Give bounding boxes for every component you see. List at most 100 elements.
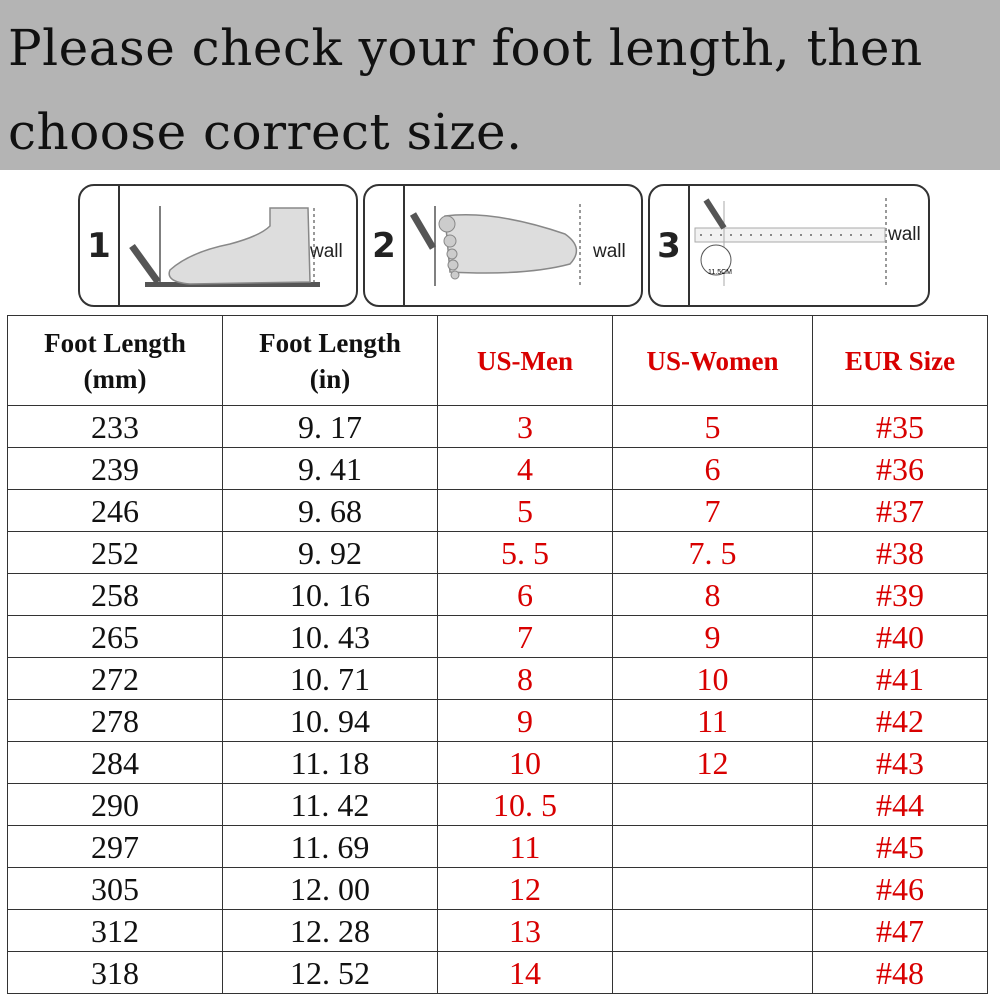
table-row: 318 12. 52 14 #48: [7, 951, 988, 994]
cell-foot-in: 12. 28: [222, 909, 438, 952]
table-row: 239 9. 41 4 6 #36: [7, 447, 988, 490]
cell-foot-in: 10. 43: [222, 615, 438, 658]
foot-side-measure-icon: [129, 206, 320, 287]
cell-foot-in: 12. 00: [222, 867, 438, 910]
cell-eur-size: #37: [812, 489, 988, 532]
step-number: 2: [365, 186, 405, 305]
cell-us-men: 8: [437, 657, 613, 700]
cell-foot-mm: 318: [7, 951, 223, 994]
cell-us-women: 10: [612, 657, 813, 700]
cell-foot-mm: 233: [7, 405, 223, 448]
cell-us-women: 7. 5: [612, 531, 813, 574]
cell-foot-mm: 246: [7, 489, 223, 532]
step-number: 1: [80, 186, 120, 305]
cell-us-women: [612, 951, 813, 994]
wall-label: wall: [310, 241, 343, 262]
cell-us-women: 6: [612, 447, 813, 490]
table-row: 284 11. 18 10 12 #43: [7, 741, 988, 784]
cell-us-men: 7: [437, 615, 613, 658]
cell-us-men: 5: [437, 489, 613, 532]
cell-eur-size: #39: [812, 573, 988, 616]
cell-foot-in: 12. 52: [222, 951, 438, 994]
cell-us-women: 9: [612, 615, 813, 658]
cell-foot-mm: 290: [7, 783, 223, 826]
cell-foot-in: 11. 42: [222, 783, 438, 826]
cell-foot-in: 9. 17: [222, 405, 438, 448]
cell-eur-size: #44: [812, 783, 988, 826]
header-eur-size: EUR Size: [812, 315, 988, 406]
cell-us-women: 11: [612, 699, 813, 742]
cell-us-men: 4: [437, 447, 613, 490]
wall-label: wall: [888, 224, 921, 245]
step-1: 1 wall: [78, 184, 358, 307]
table-row: 258 10. 16 6 8 #39: [7, 573, 988, 616]
table-row: 297 11. 69 11 #45: [7, 825, 988, 868]
header-us-men: US-Men: [437, 315, 613, 406]
cell-foot-in: 11. 69: [222, 825, 438, 868]
cell-eur-size: #45: [812, 825, 988, 868]
cell-eur-size: #40: [812, 615, 988, 658]
cell-us-women: [612, 909, 813, 952]
cell-us-women: 5: [612, 405, 813, 448]
cell-foot-in: 9. 68: [222, 489, 438, 532]
cell-foot-mm: 305: [7, 867, 223, 910]
cell-foot-mm: 297: [7, 825, 223, 868]
cell-us-women: [612, 825, 813, 868]
table-row: 233 9. 17 3 5 #35: [7, 405, 988, 448]
cell-eur-size: #42: [812, 699, 988, 742]
cell-foot-mm: 252: [7, 531, 223, 574]
table-header-row: Foot Length (mm) Foot Length (in) US-Men U…: [7, 315, 988, 406]
cell-foot-in: 11. 18: [222, 741, 438, 784]
size-chart-table: Foot Length (mm) Foot Length (in) US-Men U…: [7, 315, 988, 994]
cell-us-men: 14: [437, 951, 613, 994]
wall-label: wall: [593, 241, 626, 262]
table-row: 290 11. 42 10. 5 #44: [7, 783, 988, 826]
cell-foot-in: 10. 71: [222, 657, 438, 700]
cell-foot-in: 10. 16: [222, 573, 438, 616]
cell-us-men: 6: [437, 573, 613, 616]
cell-us-women: 8: [612, 573, 813, 616]
cell-us-men: 5. 5: [437, 531, 613, 574]
cell-foot-mm: 239: [7, 447, 223, 490]
measure-value: 11.5CM: [708, 269, 732, 276]
cell-us-women: [612, 867, 813, 910]
cell-us-men: 10: [437, 741, 613, 784]
cell-eur-size: #46: [812, 867, 988, 910]
cell-foot-mm: 258: [7, 573, 223, 616]
step-number: 3: [650, 186, 690, 305]
foot-top-measure-icon: [409, 204, 581, 286]
cell-eur-size: #47: [812, 909, 988, 952]
cell-foot-in: 10. 94: [222, 699, 438, 742]
cell-us-women: 12: [612, 741, 813, 784]
cell-eur-size: #48: [812, 951, 988, 994]
cell-foot-in: 9. 41: [222, 447, 438, 490]
cell-eur-size: #38: [812, 531, 988, 574]
table-row: 312 12. 28 13 #47: [7, 909, 988, 952]
cell-foot-in: 9. 92: [222, 531, 438, 574]
header-foot-length-in: Foot Length (in): [222, 315, 438, 406]
cell-foot-mm: 265: [7, 615, 223, 658]
cell-eur-size: #43: [812, 741, 988, 784]
cell-us-men: 9: [437, 699, 613, 742]
cell-us-men: 13: [437, 909, 613, 952]
cell-foot-mm: 312: [7, 909, 223, 952]
cell-eur-size: #41: [812, 657, 988, 700]
cell-us-men: 3: [437, 405, 613, 448]
measuring-steps: 1 wall 2 wall 3: [78, 184, 930, 307]
cell-us-men: 10. 5: [437, 783, 613, 826]
header-us-women: US-Women: [612, 315, 813, 406]
cell-foot-mm: 284: [7, 741, 223, 784]
cell-us-men: 12: [437, 867, 613, 910]
cell-us-women: [612, 783, 813, 826]
header-foot-length-mm: Foot Length (mm): [7, 315, 223, 406]
table-row: 278 10. 94 9 11 #42: [7, 699, 988, 742]
table-row: 265 10. 43 7 9 #40: [7, 615, 988, 658]
title-banner: Please check your foot length, then choo…: [0, 0, 1000, 170]
cell-us-men: 11: [437, 825, 613, 868]
table-row: 246 9. 68 5 7 #37: [7, 489, 988, 532]
cell-foot-mm: 272: [7, 657, 223, 700]
table-row: 305 12. 00 12 #46: [7, 867, 988, 910]
cell-foot-mm: 278: [7, 699, 223, 742]
title-text: Please check your foot length, then choo…: [8, 19, 923, 161]
step-3: 3 11.5CM wall: [648, 184, 930, 307]
